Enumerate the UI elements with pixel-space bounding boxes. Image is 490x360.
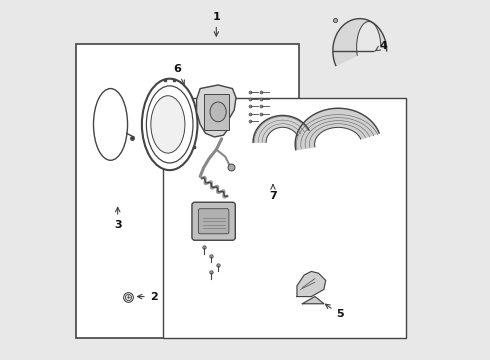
Ellipse shape — [147, 86, 193, 163]
Polygon shape — [302, 297, 324, 304]
Text: 7: 7 — [269, 185, 277, 201]
Text: 3: 3 — [114, 207, 122, 230]
Polygon shape — [295, 108, 379, 150]
Text: 1: 1 — [213, 12, 220, 36]
FancyBboxPatch shape — [192, 202, 235, 240]
Ellipse shape — [94, 89, 127, 160]
Polygon shape — [253, 116, 309, 142]
Bar — [76, 44, 299, 338]
Polygon shape — [333, 19, 387, 66]
Text: 4: 4 — [375, 41, 388, 51]
FancyBboxPatch shape — [198, 209, 229, 234]
Ellipse shape — [210, 102, 226, 122]
Ellipse shape — [151, 96, 185, 153]
Text: 5: 5 — [325, 304, 344, 319]
Text: 6: 6 — [173, 64, 184, 85]
Polygon shape — [297, 271, 326, 297]
Ellipse shape — [142, 79, 197, 170]
Bar — [204, 94, 229, 130]
Polygon shape — [196, 85, 236, 137]
Text: 2: 2 — [138, 292, 157, 302]
Bar — [163, 98, 406, 338]
